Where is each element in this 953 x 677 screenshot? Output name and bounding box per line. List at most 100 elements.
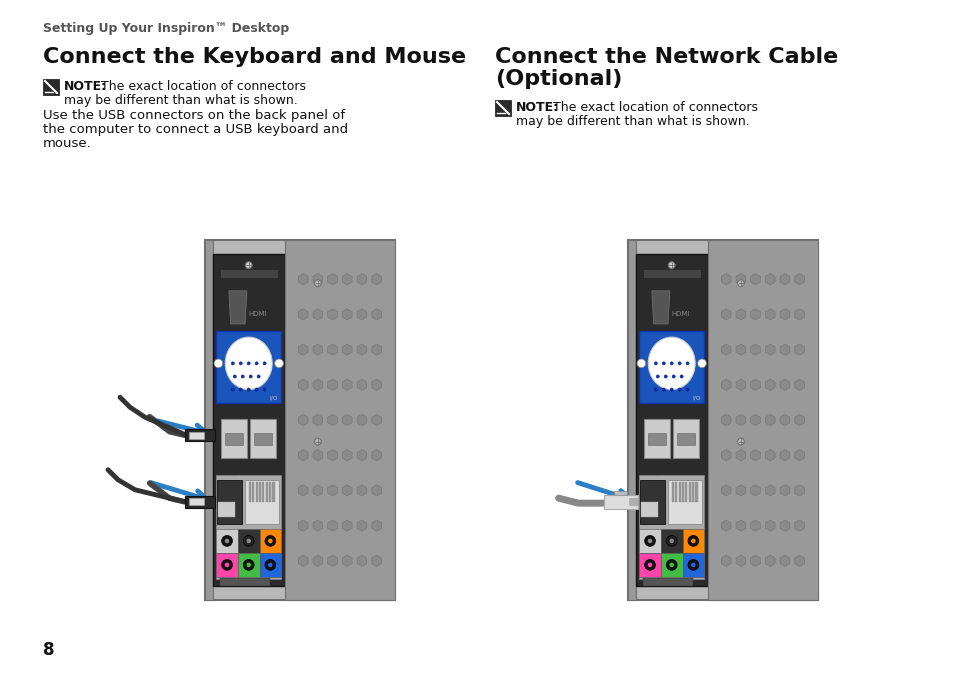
Polygon shape (328, 414, 337, 426)
Polygon shape (764, 344, 774, 355)
Bar (262, 482, 264, 502)
Text: Use the USB connectors on the back panel of: Use the USB connectors on the back panel… (43, 109, 345, 122)
Bar (205, 240, 213, 600)
Bar (213, 255, 285, 586)
Bar (255, 482, 257, 502)
Bar (639, 553, 660, 577)
Polygon shape (298, 414, 308, 426)
Circle shape (668, 563, 674, 567)
Circle shape (268, 563, 273, 567)
Polygon shape (372, 485, 381, 496)
Text: may be different than what is shown.: may be different than what is shown. (64, 94, 297, 107)
Polygon shape (298, 520, 308, 531)
Bar (219, 556, 270, 564)
Bar (245, 480, 279, 524)
Polygon shape (764, 520, 774, 531)
Circle shape (239, 388, 242, 391)
Circle shape (685, 388, 688, 391)
Bar (219, 269, 277, 278)
Polygon shape (356, 485, 366, 496)
Ellipse shape (225, 337, 272, 389)
Polygon shape (189, 498, 204, 505)
Circle shape (647, 563, 652, 567)
Polygon shape (356, 555, 366, 567)
Polygon shape (780, 485, 789, 496)
Bar (642, 269, 700, 278)
Text: Setting Up Your Inspiron™ Desktop: Setting Up Your Inspiron™ Desktop (43, 22, 289, 35)
Circle shape (663, 375, 667, 378)
Circle shape (654, 362, 657, 365)
Circle shape (661, 362, 664, 365)
Bar (642, 578, 693, 586)
Circle shape (679, 375, 682, 378)
Polygon shape (720, 555, 730, 567)
Bar (216, 480, 241, 524)
Polygon shape (750, 555, 760, 567)
Polygon shape (794, 450, 803, 461)
Polygon shape (342, 520, 352, 531)
Bar (219, 536, 270, 542)
Circle shape (656, 375, 659, 378)
Polygon shape (764, 414, 774, 426)
Circle shape (644, 536, 655, 546)
Polygon shape (720, 450, 730, 461)
Polygon shape (328, 344, 337, 355)
Bar (640, 502, 658, 517)
Bar (660, 529, 681, 553)
Bar (660, 553, 681, 577)
Polygon shape (298, 344, 308, 355)
Polygon shape (328, 379, 337, 391)
Circle shape (678, 362, 680, 365)
Circle shape (245, 262, 252, 269)
Circle shape (690, 538, 696, 544)
Polygon shape (313, 274, 322, 285)
Polygon shape (313, 485, 322, 496)
Polygon shape (764, 555, 774, 567)
Circle shape (665, 536, 677, 546)
Bar (250, 419, 275, 458)
Circle shape (687, 536, 698, 546)
Bar (671, 482, 673, 502)
Circle shape (254, 388, 258, 391)
Polygon shape (720, 520, 730, 531)
Polygon shape (342, 274, 352, 285)
Bar (259, 553, 281, 577)
Circle shape (265, 536, 275, 546)
Bar (627, 240, 635, 600)
Polygon shape (750, 309, 760, 320)
Polygon shape (342, 555, 352, 567)
Circle shape (669, 362, 673, 365)
Polygon shape (328, 485, 337, 496)
Polygon shape (780, 414, 789, 426)
Bar (216, 475, 281, 579)
Circle shape (647, 538, 652, 544)
Polygon shape (750, 414, 760, 426)
Polygon shape (794, 485, 803, 496)
Bar (681, 482, 683, 502)
Circle shape (690, 563, 696, 567)
Polygon shape (736, 485, 745, 496)
Polygon shape (356, 414, 366, 426)
Polygon shape (372, 555, 381, 567)
Bar (639, 529, 660, 553)
Polygon shape (328, 274, 337, 285)
Polygon shape (764, 450, 774, 461)
Polygon shape (313, 555, 322, 567)
Bar (681, 529, 703, 553)
Polygon shape (328, 450, 337, 461)
Bar (707, 240, 817, 600)
Text: (Optional): (Optional) (495, 69, 621, 89)
Polygon shape (736, 309, 745, 320)
Bar (219, 578, 270, 586)
Text: The exact location of connectors: The exact location of connectors (553, 101, 758, 114)
Polygon shape (356, 379, 366, 391)
Bar (259, 529, 281, 553)
Polygon shape (794, 274, 803, 285)
Text: NOTE:: NOTE: (516, 101, 558, 114)
Bar (216, 330, 281, 403)
Polygon shape (794, 309, 803, 320)
Polygon shape (613, 491, 627, 495)
Circle shape (249, 375, 252, 378)
Bar (218, 502, 235, 517)
Polygon shape (750, 379, 760, 391)
